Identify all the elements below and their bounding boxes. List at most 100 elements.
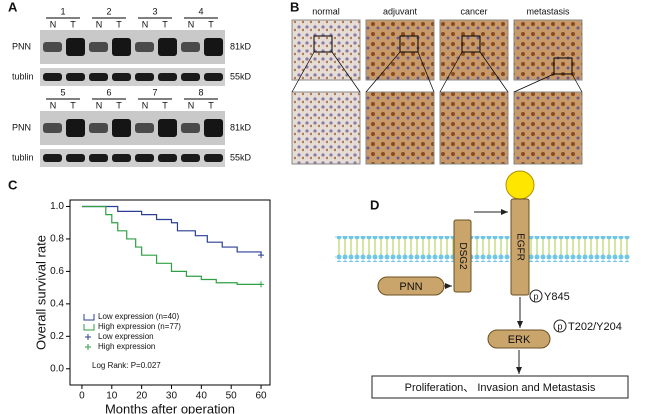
dsg2 <box>453 219 472 293</box>
band <box>66 119 85 137</box>
band <box>89 123 108 133</box>
y-tick-label: 0.8 <box>50 234 64 245</box>
site-label: T202/Y204 <box>568 321 622 333</box>
zoom-line <box>513 73 555 93</box>
band <box>89 154 108 162</box>
band <box>204 73 223 81</box>
legend-swatch <box>83 324 95 331</box>
zoom-line <box>479 51 509 93</box>
ihc-label: metastasis <box>526 6 570 16</box>
zoom-line <box>365 51 401 93</box>
band <box>181 42 200 52</box>
y-axis-label: Overall survival rate <box>33 235 48 350</box>
band <box>66 73 85 81</box>
band <box>43 123 62 133</box>
sample-label: T <box>70 19 76 29</box>
band <box>158 73 177 81</box>
zoom-box <box>399 35 419 53</box>
legend-swatch <box>85 334 91 340</box>
band <box>135 73 154 81</box>
egfr-label: EGFR <box>514 233 525 261</box>
band <box>181 154 200 162</box>
outcome-label: Proliferation、 Invasion and Metastasis <box>405 382 596 394</box>
lane-number: 7 <box>152 87 157 97</box>
ihc-label: normal <box>312 6 340 16</box>
zoom-line <box>571 73 583 93</box>
egfr <box>510 198 530 296</box>
sample-label: T <box>70 100 76 110</box>
band <box>135 123 154 133</box>
censor-mark <box>258 252 265 259</box>
sample-label: T <box>208 19 214 29</box>
outcome-box <box>371 375 629 399</box>
zoom-line <box>291 51 315 93</box>
blot-bg <box>40 68 225 86</box>
lane-number: 2 <box>106 6 111 16</box>
sample-label: T <box>116 19 122 29</box>
panel-label: B <box>290 0 299 14</box>
zoom-box <box>313 35 333 53</box>
survival-curve <box>81 205 262 285</box>
band <box>66 38 85 56</box>
ihc-image <box>291 19 361 81</box>
y-tick-label: 0.0 <box>50 363 64 374</box>
band <box>89 42 108 52</box>
legend-label: High expression (n=77) <box>98 322 181 331</box>
sample-label: N <box>142 19 149 29</box>
x-tick-label: 30 <box>166 391 178 402</box>
band <box>204 38 223 56</box>
ligand <box>505 170 535 200</box>
sample-label: T <box>208 100 214 110</box>
dsg2-label: DSG2 <box>457 242 468 270</box>
size-label: 55kD <box>230 152 252 162</box>
censor-mark <box>258 281 265 288</box>
erk-label: ERK <box>508 334 531 346</box>
band <box>181 73 200 81</box>
band <box>112 73 131 81</box>
protein-label: tublin <box>12 152 34 162</box>
band <box>158 38 177 56</box>
band <box>204 119 223 137</box>
panel-label: D <box>370 197 379 212</box>
zoom-line <box>331 51 361 93</box>
y-tick-label: 1.0 <box>50 201 64 212</box>
phospho <box>553 319 567 333</box>
band <box>112 119 131 137</box>
plot-frame <box>69 199 271 386</box>
sample-label: T <box>116 100 122 110</box>
lane-number: 3 <box>152 6 157 16</box>
phospho-p: p <box>533 291 538 301</box>
sample-label: N <box>96 100 103 110</box>
x-tick-label: 0 <box>79 391 85 402</box>
band <box>112 38 131 56</box>
sample-label: T <box>162 19 168 29</box>
sample-label: N <box>50 100 57 110</box>
legend-swatch <box>83 314 95 321</box>
band <box>43 154 62 162</box>
sample-label: N <box>188 19 195 29</box>
ihc-zoom <box>513 91 583 165</box>
sample-label: N <box>50 19 57 29</box>
erk <box>487 329 551 349</box>
band <box>89 73 108 81</box>
band <box>43 42 62 52</box>
legend-label: High expression <box>98 342 155 351</box>
sample-label: T <box>162 100 168 110</box>
y-tick-label: 0.4 <box>50 299 64 310</box>
band <box>181 123 200 133</box>
ihc-label: cancer <box>460 6 487 16</box>
x-tick-label: 10 <box>106 391 118 402</box>
y-tick-label: 0.2 <box>50 331 64 342</box>
x-tick-label: 20 <box>136 391 148 402</box>
legend-label: Low expression <box>98 332 154 341</box>
panel-label: A <box>8 0 18 14</box>
ihc-image <box>365 19 435 81</box>
lane-number: 4 <box>198 6 203 16</box>
lane-number: 1 <box>60 6 65 16</box>
protein-label: PNN <box>12 122 31 132</box>
ihc-image <box>513 19 583 81</box>
zoom-box <box>461 35 481 53</box>
protein-label: tublin <box>12 71 34 81</box>
band <box>158 154 177 162</box>
